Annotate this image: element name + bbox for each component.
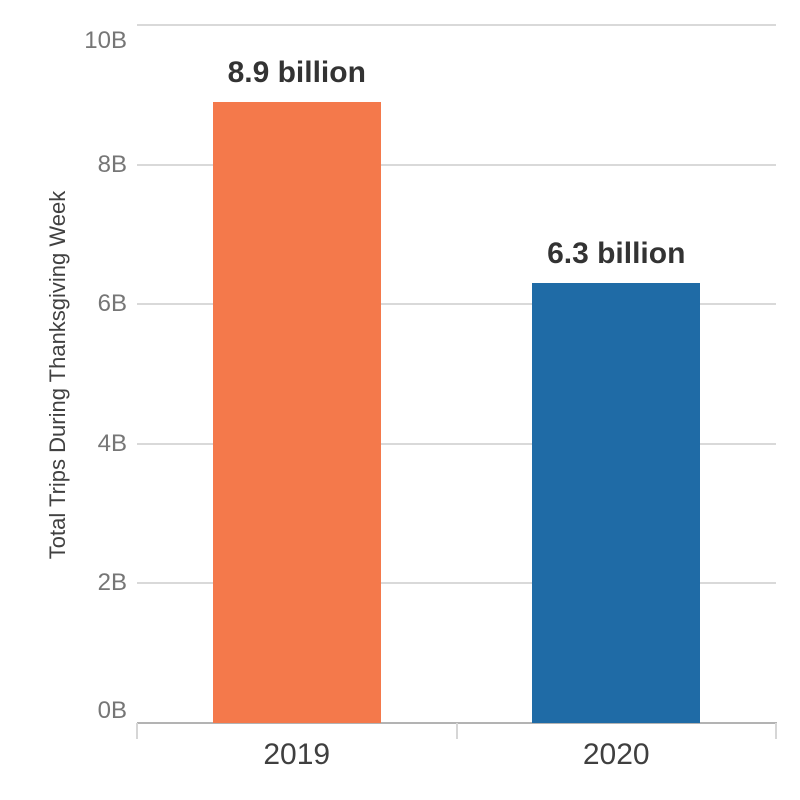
gridline-4B [137, 442, 776, 445]
y-tick-label-4B: 4B [97, 429, 127, 457]
category-tick-stub [455, 723, 458, 739]
value-label-2020: 6.3 billion [547, 237, 686, 271]
y-tick-label-2B: 2B [97, 569, 127, 597]
category-tick-stub [775, 723, 777, 739]
category-tick-stub [136, 723, 138, 739]
y-tick-label-0B: 0B [97, 697, 127, 724]
bar-2020 [532, 283, 701, 723]
category-label-2019: 2019 [263, 738, 331, 771]
y-tick-label-8B: 8B [97, 150, 127, 178]
y-tick-label-6B: 6B [97, 290, 127, 318]
gridline-8B [137, 163, 776, 166]
y-axis-title: Total Trips During Thanksgiving Week [45, 190, 70, 560]
gridline-2B [137, 582, 776, 585]
gridline-6B [137, 303, 776, 306]
bar-2019 [212, 101, 381, 723]
y-tick-label-10B: 10B [84, 27, 127, 54]
gridline-10B [137, 24, 776, 26]
value-label-2019: 8.9 billion [227, 55, 366, 89]
category-label-2020: 2020 [582, 738, 650, 771]
